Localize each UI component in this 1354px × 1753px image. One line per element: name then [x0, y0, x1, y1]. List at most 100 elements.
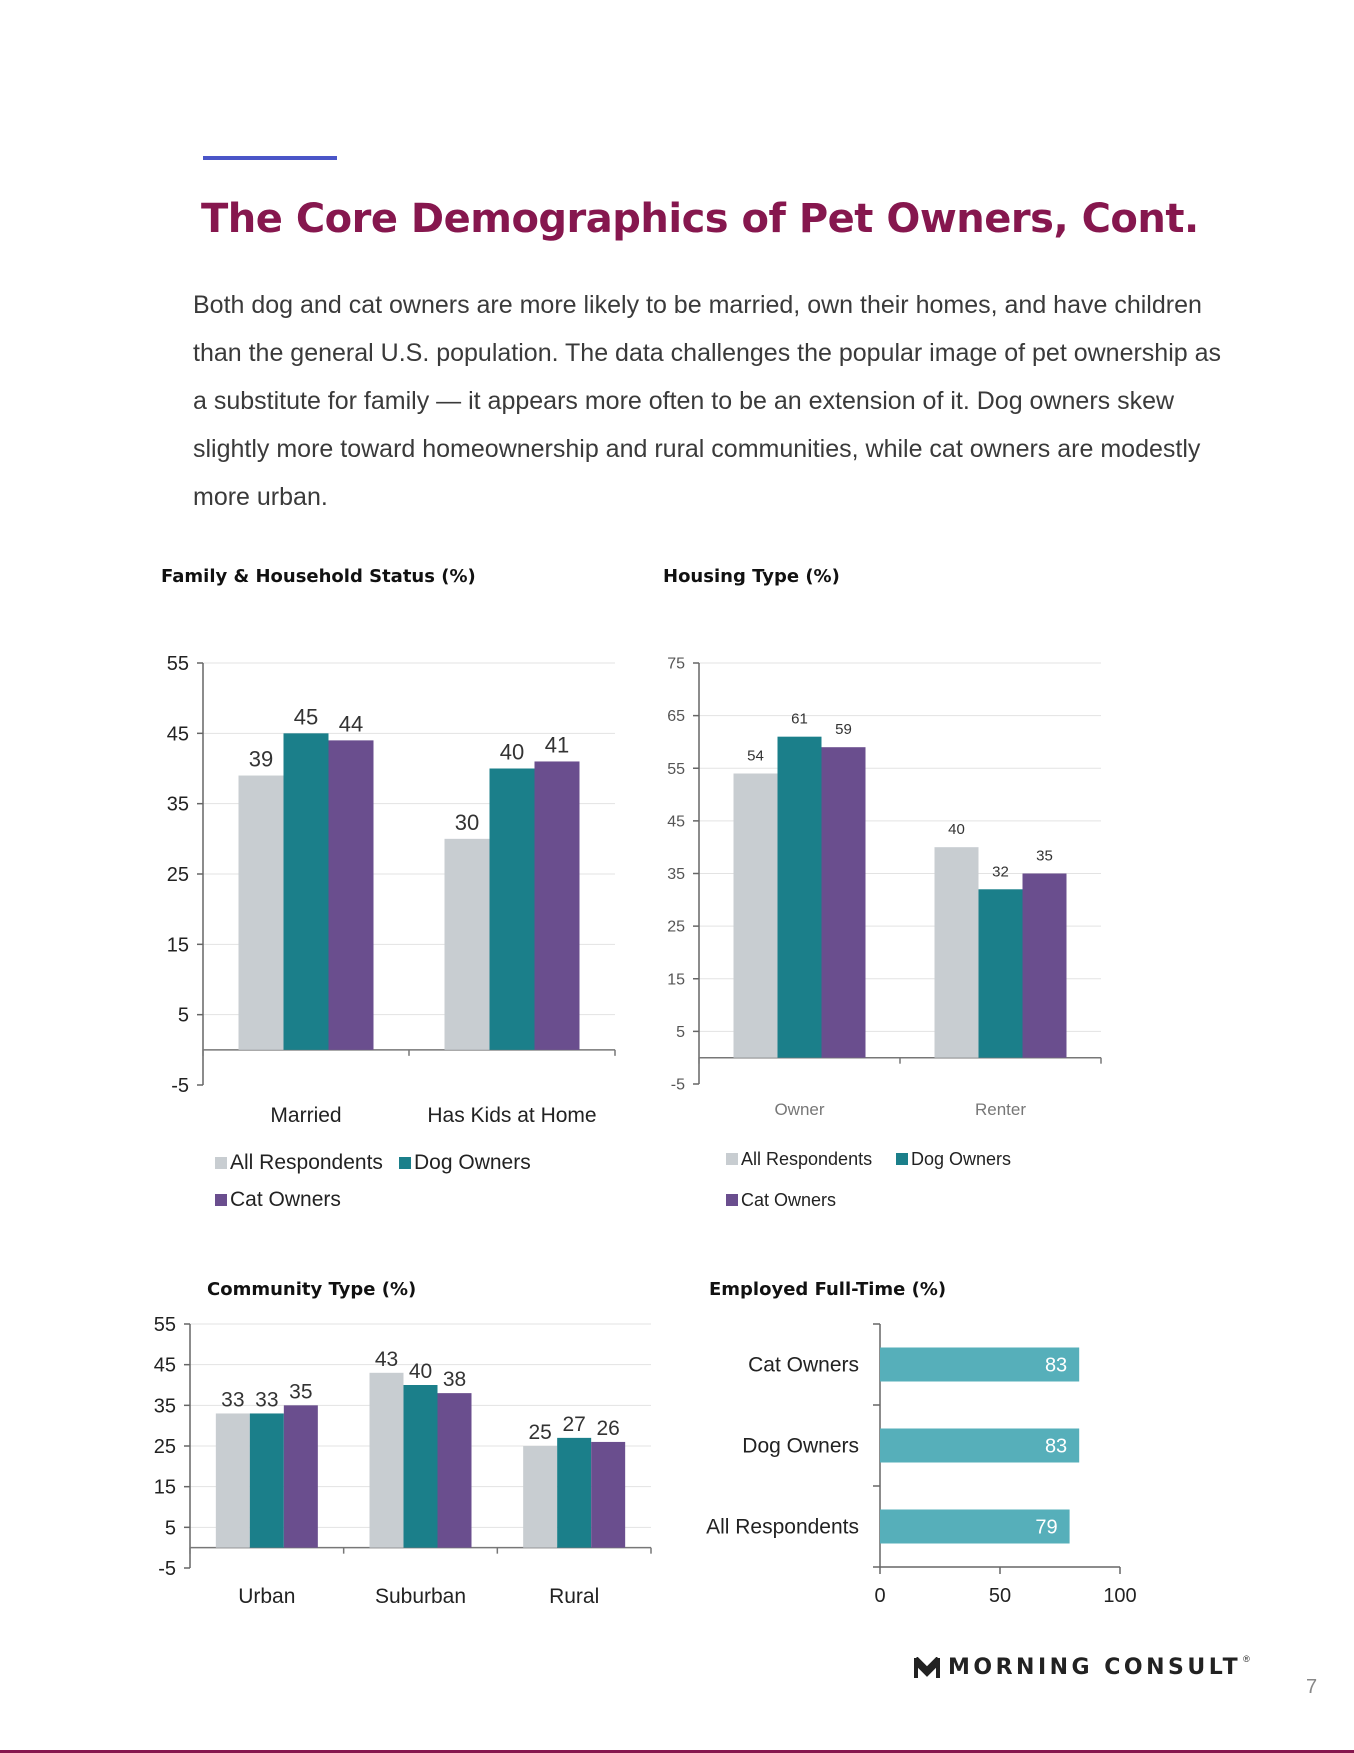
- employment-bar-all-respondents: [880, 1509, 1070, 1544]
- housing-chart-title: Housing Type (%): [663, 566, 840, 587]
- family-legend-label: Dog Owners: [414, 1151, 531, 1174]
- housing-bar-all-respondents-renter: [934, 847, 979, 1058]
- family-data-label: 41: [545, 732, 569, 757]
- community-bar-all-respondents-urban: [215, 1413, 250, 1548]
- family-legend-swatch-cat-owners: [215, 1194, 227, 1206]
- family-chart-title: Family & Household Status (%): [161, 566, 476, 587]
- family-data-label: 30: [455, 810, 479, 835]
- morning-consult-logo-icon: [914, 1656, 940, 1678]
- family-y-tick-label: 35: [167, 794, 189, 816]
- page-title: The Core Demographics of Pet Owners, Con…: [201, 196, 1199, 242]
- community-y-tick-label: -5: [158, 1558, 176, 1580]
- housing-y-tick-label: -5: [671, 1077, 685, 1094]
- housing-y-tick-label: 15: [667, 971, 685, 988]
- housing-legend-swatch-dog-owners: [896, 1153, 908, 1165]
- community-category-label: Urban: [238, 1585, 295, 1608]
- brand-name: MORNING CONSULT: [948, 1655, 1242, 1680]
- employment-bar-cat-owners: [880, 1347, 1080, 1382]
- community-y-tick-label: 55: [154, 1314, 176, 1336]
- community-bar-all-respondents-suburban: [369, 1372, 404, 1548]
- community-data-label: 33: [255, 1388, 278, 1411]
- community-data-label: 27: [562, 1413, 585, 1436]
- housing-category-label: Renter: [975, 1100, 1026, 1119]
- housing-legend-swatch-cat-owners: [726, 1194, 738, 1206]
- family-bar-dog-owners-has-kids-at-home: [489, 768, 535, 1050]
- employment-data-label: 83: [1045, 1355, 1067, 1377]
- family-category-label: Has Kids at Home: [427, 1104, 596, 1127]
- community-chart-title: Community Type (%): [207, 1279, 417, 1300]
- community-category-label: Suburban: [375, 1585, 466, 1608]
- family-bar-cat-owners-has-kids-at-home: [534, 761, 580, 1050]
- community-bar-dog-owners-urban: [249, 1413, 284, 1548]
- community-data-label: 35: [289, 1380, 312, 1403]
- housing-legend-label: All Respondents: [741, 1149, 872, 1169]
- family-y-tick-label: 5: [178, 1005, 189, 1027]
- housing-y-tick-label: 5: [676, 1024, 685, 1041]
- community-y-tick-label: 45: [154, 1355, 176, 1377]
- family-bar-cat-owners-married: [328, 740, 374, 1050]
- housing-bar-dog-owners-owner: [777, 736, 822, 1058]
- housing-data-label: 61: [791, 711, 808, 728]
- employment-x-tick-label: 50: [989, 1585, 1011, 1607]
- employment-category-label: Dog Owners: [742, 1435, 859, 1458]
- family-data-label: 39: [249, 747, 273, 772]
- community-bar-cat-owners-urban: [283, 1405, 318, 1548]
- employment-data-label: 79: [1035, 1517, 1057, 1539]
- community-category-label: Rural: [549, 1585, 599, 1608]
- housing-legend-label: Dog Owners: [911, 1149, 1011, 1169]
- family-bar-dog-owners-married: [283, 733, 329, 1050]
- employment-data-label: 83: [1045, 1436, 1067, 1458]
- community-data-label: 33: [221, 1388, 244, 1411]
- housing-bar-cat-owners-owner: [821, 747, 866, 1058]
- community-data-label: 38: [443, 1368, 466, 1391]
- family-legend-label: Cat Owners: [230, 1188, 341, 1211]
- family-category-label: Married: [270, 1104, 341, 1127]
- bottom-rule: [0, 1750, 1354, 1753]
- employment-category-label: All Respondents: [706, 1516, 859, 1539]
- housing-data-label: 54: [747, 748, 764, 765]
- community-data-label: 43: [375, 1348, 398, 1371]
- family-y-tick-label: 25: [167, 864, 189, 886]
- page-number: 7: [1306, 1676, 1318, 1698]
- housing-y-tick-label: 55: [667, 761, 685, 778]
- housing-bar-dog-owners-renter: [978, 889, 1023, 1058]
- intro-paragraph: Both dog and cat owners are more likely …: [193, 291, 1222, 511]
- employment-category-label: Cat Owners: [748, 1354, 859, 1377]
- brand-registered-mark: ®: [1243, 1653, 1250, 1664]
- housing-legend-label: Cat Owners: [741, 1190, 836, 1210]
- family-bar-all-respondents-has-kids-at-home: [444, 838, 490, 1050]
- community-bar-dog-owners-suburban: [403, 1385, 438, 1548]
- title-accent-line: [203, 156, 337, 160]
- community-y-tick-label: 25: [154, 1436, 176, 1458]
- community-bar-cat-owners-suburban: [437, 1393, 472, 1548]
- housing-data-label: 35: [1036, 848, 1053, 865]
- family-legend-swatch-dog-owners: [399, 1157, 411, 1169]
- employment-chart-title: Employed Full-Time (%): [709, 1279, 947, 1300]
- family-y-tick-label: -5: [171, 1075, 189, 1097]
- family-legend-label: All Respondents: [230, 1151, 383, 1174]
- brand-footer: MORNING CONSULT ®: [914, 1653, 1250, 1680]
- housing-y-tick-label: 35: [667, 866, 685, 883]
- housing-data-label: 40: [948, 821, 965, 838]
- housing-category-label: Owner: [774, 1100, 824, 1119]
- family-data-label: 44: [339, 711, 363, 736]
- housing-data-label: 59: [835, 721, 852, 738]
- employment-x-tick-label: 0: [874, 1585, 885, 1607]
- family-bar-all-respondents-married: [238, 775, 284, 1050]
- housing-data-label: 32: [992, 863, 1009, 880]
- community-data-label: 26: [596, 1417, 619, 1440]
- community-data-label: 40: [409, 1360, 432, 1383]
- housing-y-tick-label: 75: [667, 656, 685, 673]
- housing-y-tick-label: 65: [667, 708, 685, 725]
- housing-bar-all-respondents-owner: [733, 773, 778, 1058]
- family-y-tick-label: 45: [167, 723, 189, 745]
- housing-bar-cat-owners-renter: [1022, 873, 1067, 1058]
- community-y-tick-label: 15: [154, 1477, 176, 1499]
- community-data-label: 25: [528, 1421, 551, 1444]
- housing-legend-swatch-all-respondents: [726, 1153, 738, 1165]
- family-legend-swatch-all-respondents: [215, 1157, 227, 1169]
- community-bar-cat-owners-rural: [591, 1441, 626, 1548]
